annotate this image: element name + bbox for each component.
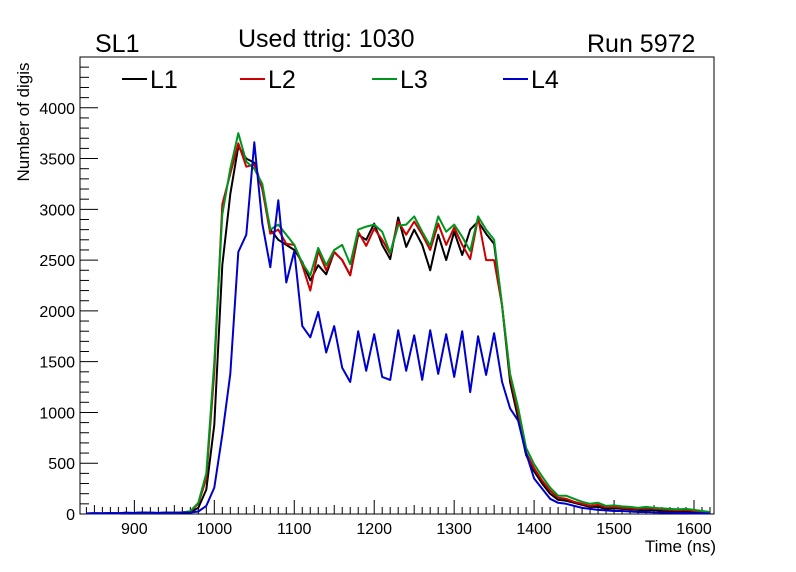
y-tick-label: 3500 bbox=[39, 152, 75, 169]
legend-label-l3: L3 bbox=[400, 66, 428, 94]
y-tick-label: 4000 bbox=[39, 101, 75, 118]
x-tick-label: 1400 bbox=[516, 521, 552, 538]
series-line-l4 bbox=[86, 141, 711, 515]
x-tick-label: 1600 bbox=[676, 521, 712, 538]
series-line-l2 bbox=[86, 142, 711, 515]
series-line-l3 bbox=[86, 132, 711, 515]
x-tick-label: 1000 bbox=[197, 521, 233, 538]
y-tick-label: 2000 bbox=[39, 304, 75, 321]
y-tick-label: 0 bbox=[66, 507, 75, 524]
legend: L1 L2 L3 L4 bbox=[122, 66, 559, 94]
legend-label-l2: L2 bbox=[268, 66, 296, 94]
x-tick-label: 1200 bbox=[356, 521, 392, 538]
y-tick-label: 500 bbox=[48, 456, 75, 473]
trigger-title: Used ttrig: 1030 bbox=[238, 25, 415, 53]
plot-frame bbox=[79, 56, 715, 515]
y-tick-label: 1000 bbox=[39, 405, 75, 422]
x-tick-label: 1300 bbox=[436, 521, 472, 538]
y-tick-label: 3000 bbox=[39, 202, 75, 219]
x-tick-label: 900 bbox=[121, 521, 148, 538]
y-tick-label: 1500 bbox=[39, 355, 75, 372]
series-layer bbox=[86, 132, 711, 515]
superlayer-label: SL1 bbox=[95, 30, 140, 58]
x-axis-title: Time (ns) bbox=[644, 537, 716, 556]
legend-label-l1: L1 bbox=[150, 66, 178, 94]
legend-label-l4: L4 bbox=[531, 66, 559, 94]
axis-ticks: 900 1000 1100 1200 1300 1400 1500 1600 0 500 1000 1… bbox=[39, 56, 712, 538]
run-label: Run 5972 bbox=[587, 30, 696, 58]
y-tick-label: 2500 bbox=[39, 253, 75, 270]
x-tick-label: 1500 bbox=[596, 521, 632, 538]
x-tick-label: 1100 bbox=[277, 521, 312, 538]
